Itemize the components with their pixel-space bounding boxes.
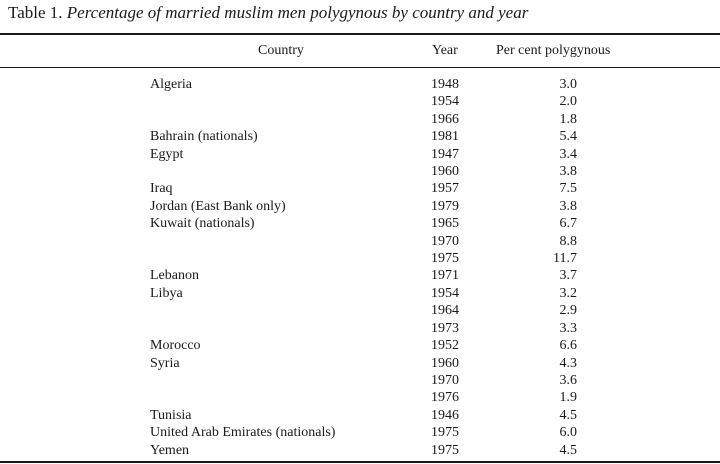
cell-year: 1973 [431,320,459,336]
cell-country: Algeria [150,77,192,92]
table-row: Tunisia 1946 4.5 [0,407,720,424]
table-row: United Arab Emirates (nationals) 1975 6.0 [0,424,720,441]
table-row: 1964 2.9 [0,302,720,319]
cell-country: Bahrain (nationals) [150,129,258,145]
cell-year: 1964 [431,303,459,319]
cell-year: 1970 [431,233,459,249]
cell-year: 1957 [431,181,459,197]
cell-country: Kuwait (nationals) [150,216,255,232]
cell-year: 1960 [431,164,459,180]
table-row: Kuwait (nationals) 1965 6.7 [0,215,720,232]
table-row: Algeria 1948 3.0 [0,76,720,93]
cell-year: 1975 [431,425,459,441]
cell-year: 1965 [431,216,459,232]
cell-percent: 4.3 [559,355,578,371]
table-title: Percentage of married muslim men polygyn… [66,3,529,22]
cell-percent: 3.7 [559,268,578,284]
cell-percent: 6.0 [559,425,578,441]
cell-country: Iraq [150,181,173,197]
header-rule [0,67,720,68]
table-row: Bahrain (nationals) 1981 5.4 [0,128,720,145]
cell-percent: 1.9 [559,390,578,406]
cell-percent: 3.6 [559,372,578,388]
cell-year: 1971 [431,268,459,284]
cell-percent: 3.4 [559,146,578,162]
cell-percent: 2.0 [559,94,578,110]
cell-percent: 7.5 [559,181,578,197]
table-caption: Table 1. Percentage of married muslim me… [8,3,528,23]
cell-percent: 4.5 [559,407,578,423]
table-row: Libya 1954 3.2 [0,285,720,302]
column-header-percent: Per cent polygynous [496,43,611,58]
cell-year: 1954 [431,94,459,110]
bottom-rule [0,461,720,463]
column-header-country: Country [258,43,304,58]
cell-year: 1981 [431,129,459,145]
table-row: 1976 1.9 [0,389,720,406]
table-row: 1966 1.8 [0,111,720,128]
cell-percent: 3.8 [559,164,578,180]
cell-percent: 3.8 [559,198,578,214]
cell-year: 1954 [431,285,459,301]
cell-percent: 5.4 [559,129,578,145]
cell-percent: 6.6 [559,338,578,354]
table-row: Morocco 1952 6.6 [0,337,720,354]
cell-percent: 2.9 [559,303,578,319]
cell-year: 1979 [431,198,459,214]
cell-country: Syria [150,355,180,371]
top-rule [0,33,720,35]
table-row: Jordan (East Bank only) 1979 3.8 [0,198,720,215]
table-row: Lebanon 1971 3.7 [0,267,720,284]
table-row: Yemen 1975 4.5 [0,442,720,459]
cell-year: 1966 [431,111,459,127]
cell-year: 1960 [431,355,459,371]
cell-percent: 11.7 [553,251,577,267]
cell-year: 1975 [431,251,459,267]
cell-year: 1976 [431,390,459,406]
cell-year: 1952 [431,338,459,354]
cell-percent: 1.8 [559,111,578,127]
table-row: 1960 3.8 [0,163,720,180]
cell-year: 1947 [431,146,459,162]
cell-percent: 3.3 [559,320,578,336]
table-label: Table 1. [8,3,63,22]
cell-percent: 6.7 [559,216,578,232]
table-row: 1970 3.6 [0,372,720,389]
table-row: 1954 2.0 [0,93,720,110]
table-row: 1975 11.7 [0,250,720,267]
cell-percent: 4.5 [559,442,578,458]
table-row: Egypt 1947 3.4 [0,146,720,163]
table-row: 1973 3.3 [0,320,720,337]
cell-country: Libya [150,285,183,301]
cell-year: 1946 [431,407,459,423]
cell-country: Morocco [150,338,201,354]
cell-country: Jordan (East Bank only) [150,198,286,214]
cell-percent: 3.2 [559,285,578,301]
cell-year: 1970 [431,372,459,388]
table-row: Syria 1960 4.3 [0,355,720,372]
cell-country: United Arab Emirates (nationals) [150,425,336,441]
cell-country: Tunisia [150,407,192,423]
cell-year: 1948 [431,77,459,92]
table-row: 1970 8.8 [0,233,720,250]
cell-percent: 3.0 [559,77,578,92]
cell-country: Egypt [150,146,184,162]
table-body: Algeria 1948 3.0 1954 2.0 1966 1.8 Bahrain (nat… [0,76,720,459]
table-row: Iraq 1957 7.5 [0,180,720,197]
cell-year: 1975 [431,442,459,458]
cell-country: Yemen [150,442,190,458]
cell-country: Lebanon [150,268,199,284]
column-header-year: Year [432,43,458,58]
cell-percent: 8.8 [559,233,578,249]
